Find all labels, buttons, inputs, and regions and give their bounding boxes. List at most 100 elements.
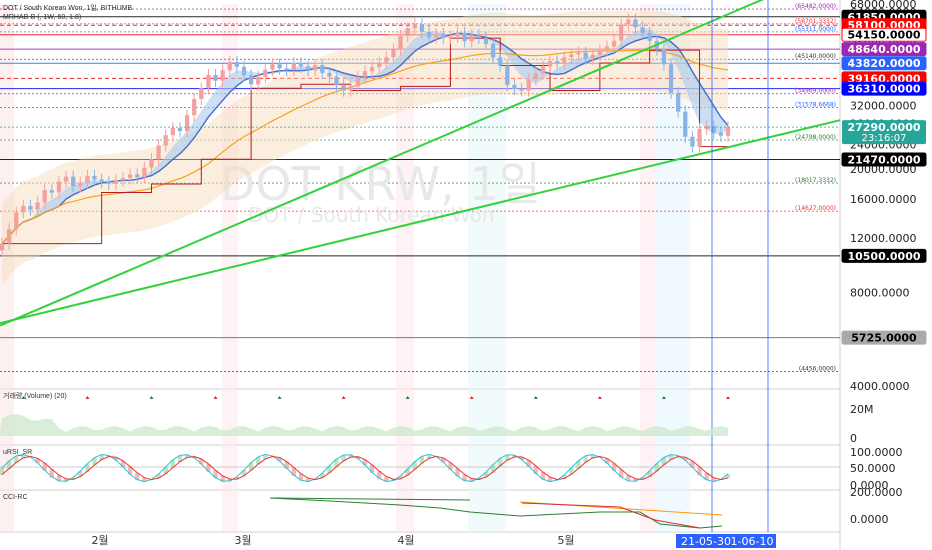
candle-body[interactable] [604, 46, 610, 51]
candle-body[interactable] [35, 202, 40, 210]
candle-body[interactable] [106, 181, 111, 184]
trendline-1[interactable] [0, 0, 840, 327]
candle-body[interactable] [277, 64, 282, 69]
candle-body[interactable] [590, 54, 595, 59]
candle-body[interactable] [576, 52, 581, 55]
candle-body[interactable] [633, 19, 638, 28]
candle-body[interactable] [305, 66, 311, 71]
candle-body[interactable] [718, 132, 724, 136]
candle-body[interactable] [697, 129, 702, 147]
candle-body[interactable] [85, 175, 90, 183]
candle-body[interactable] [512, 84, 517, 90]
candle-body[interactable] [384, 57, 389, 63]
candle-body[interactable] [56, 181, 62, 193]
candle-body[interactable] [498, 57, 503, 66]
candle-body[interactable] [284, 68, 289, 70]
candle-body[interactable] [263, 69, 268, 77]
candle-body[interactable] [78, 182, 83, 187]
trendline-2[interactable] [0, 119, 841, 325]
candle-body[interactable] [0, 243, 5, 251]
candle-body[interactable] [711, 126, 716, 133]
candle-body[interactable] [469, 34, 474, 42]
candle-body[interactable] [398, 36, 403, 50]
candle-body[interactable] [334, 76, 339, 86]
candle-body[interactable] [206, 74, 211, 89]
candle-body[interactable] [21, 206, 26, 213]
candle-body[interactable] [583, 52, 588, 59]
candle-body[interactable] [555, 61, 560, 64]
candle-body[interactable] [668, 64, 674, 93]
candle-body[interactable] [234, 62, 240, 67]
candle-body[interactable] [170, 128, 175, 136]
candle-body[interactable] [63, 176, 69, 182]
candle-body[interactable] [6, 229, 12, 244]
candle-body[interactable] [298, 63, 304, 67]
candle-body[interactable] [405, 28, 410, 37]
candle-body[interactable] [313, 65, 318, 71]
candle-body[interactable] [227, 62, 232, 71]
candle-body[interactable] [99, 179, 104, 182]
candle-body[interactable] [462, 32, 467, 42]
candlesticks[interactable] [0, 13, 731, 257]
candle-body[interactable] [241, 66, 247, 76]
candle-body[interactable] [519, 89, 524, 91]
candle-body[interactable] [213, 74, 218, 81]
trendlines[interactable] [0, 0, 841, 327]
candle-body[interactable] [199, 88, 204, 100]
candle-body[interactable] [355, 76, 361, 87]
candle-body[interactable] [177, 128, 183, 132]
candle-body[interactable] [455, 32, 460, 37]
candle-body[interactable] [348, 86, 353, 91]
candle-body[interactable] [434, 33, 439, 38]
candle-body[interactable] [362, 71, 368, 77]
candle-body[interactable] [676, 92, 681, 112]
candle-body[interactable] [291, 63, 296, 70]
candle-body[interactable] [419, 24, 425, 32]
candle-body[interactable] [377, 62, 382, 68]
candle-body[interactable] [547, 61, 553, 67]
candle-body[interactable] [626, 19, 631, 25]
candle-body[interactable] [611, 40, 617, 47]
candle-body[interactable] [704, 126, 709, 130]
candle-body[interactable] [92, 175, 97, 180]
candle-body[interactable] [120, 178, 126, 181]
candle-body[interactable] [113, 180, 119, 184]
candle-body[interactable] [327, 72, 332, 77]
candle-body[interactable] [441, 33, 446, 39]
candle-body[interactable] [184, 115, 190, 132]
candle-body[interactable] [192, 99, 197, 116]
candle-body[interactable] [142, 167, 147, 178]
candle-body[interactable] [690, 136, 695, 147]
candle-body[interactable] [270, 64, 275, 70]
candle-body[interactable] [412, 24, 417, 29]
candle-body[interactable] [135, 174, 140, 178]
candle-body[interactable] [163, 135, 168, 146]
candle-body[interactable] [369, 67, 375, 72]
candle-body[interactable] [426, 31, 432, 38]
candle-body[interactable] [661, 49, 667, 65]
candle-body[interactable] [156, 145, 161, 160]
candle-body[interactable] [647, 32, 652, 41]
candle-body[interactable] [526, 79, 531, 91]
candle-body[interactable] [71, 176, 76, 187]
candle-body[interactable] [14, 212, 19, 230]
candle-body[interactable] [725, 127, 731, 136]
candle-body[interactable] [569, 54, 574, 58]
candle-body[interactable] [640, 27, 645, 33]
candle-body[interactable] [476, 34, 482, 38]
candle-body[interactable] [42, 190, 47, 203]
candle-body[interactable] [320, 65, 325, 73]
candle-body[interactable] [562, 57, 567, 64]
candle-body[interactable] [49, 190, 54, 193]
candle-body[interactable] [391, 49, 396, 58]
candle-body[interactable] [248, 75, 254, 85]
candle-body[interactable] [533, 73, 538, 80]
candle-body[interactable] [256, 76, 261, 85]
candle-body[interactable] [149, 159, 154, 168]
candle-body[interactable] [490, 43, 496, 58]
candle-body[interactable] [341, 85, 346, 91]
candle-body[interactable] [28, 206, 33, 210]
candle-body[interactable] [127, 174, 133, 179]
candle-body[interactable] [505, 65, 510, 85]
